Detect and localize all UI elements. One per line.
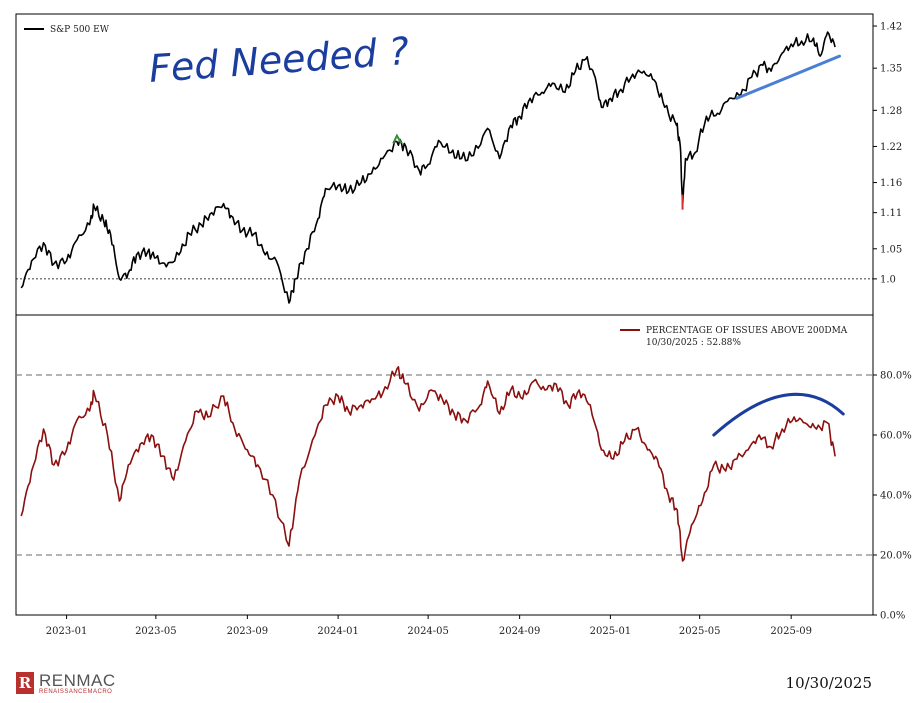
renmac-logo: R RENMAC RENAISSANCEMACRO: [16, 671, 116, 695]
top-y-tick-label: 1.22: [880, 142, 902, 153]
x-tick-label: 2023-01: [46, 626, 88, 637]
x-tick-label: 2024-05: [407, 626, 449, 637]
bottom-y-tick-label: 60.0%: [880, 431, 912, 442]
x-tick-label: 2025-09: [770, 626, 812, 637]
bottom-y-tick-label: 80.0%: [880, 371, 912, 382]
bottom-legend-value: 10/30/2025 : 52.88%: [646, 338, 741, 348]
bottom-series-line: [20, 366, 836, 562]
x-tick-label: 2025-05: [679, 626, 721, 637]
bottom-y-tick-label: 40.0%: [880, 491, 912, 502]
x-tick-label: 2024-09: [499, 626, 541, 637]
logo-brand-name: RENMAC: [39, 670, 116, 690]
handwritten-annotation: Fed Needed ?: [148, 29, 411, 91]
top-series-line: [20, 31, 836, 304]
logo-text: RENMAC RENAISSANCEMACRO: [39, 672, 116, 695]
top-frame: [15, 13, 874, 316]
x-tick-label: 2025-01: [590, 626, 632, 637]
bottom-y-tick-label: 20.0%: [880, 551, 912, 562]
green-peak-marker: [392, 133, 403, 144]
top-y-tick-label: 1.0: [880, 274, 896, 285]
top-y-tick-label: 1.16: [880, 178, 902, 189]
x-tick-label: 2023-09: [227, 626, 269, 637]
x-axis: 2023-01 2023-05 2023-09 2024-01 2024-05 2024-…: [46, 615, 812, 637]
logo-mark: R: [16, 672, 34, 694]
footer-date: 10/30/2025: [785, 674, 872, 692]
logo-brand-sub: RENAISSANCEMACRO: [39, 688, 113, 695]
top-panel-sp500-ew: 1.42 1.35 1.28 1.22 1.16 1.11 1.05 1.0 S&P 500 E…: [15, 13, 902, 316]
top-y-tick-label: 1.35: [880, 64, 902, 75]
top-legend-label: S&P 500 EW: [50, 25, 110, 35]
x-tick-label: 2024-01: [317, 626, 359, 637]
bottom-frame: [15, 314, 874, 616]
x-tick-label: 2023-05: [135, 626, 177, 637]
blue-arc-annotation: [712, 392, 845, 437]
blue-trendline: [735, 54, 842, 100]
bottom-legend-label: PERCENTAGE OF ISSUES ABOVE 200DMA: [646, 326, 848, 336]
top-y-tick-label: 1.05: [880, 244, 902, 255]
top-y-tick-label: 1.42: [880, 22, 902, 33]
bottom-y-tick-label: 0.0%: [880, 611, 905, 622]
bottom-panel-breadth: 80.0% 60.0% 40.0% 20.0% 0.0% PERCENTAGE OF IS…: [15, 314, 912, 622]
top-y-tick-label: 1.28: [880, 106, 902, 117]
top-y-tick-label: 1.11: [880, 208, 902, 219]
